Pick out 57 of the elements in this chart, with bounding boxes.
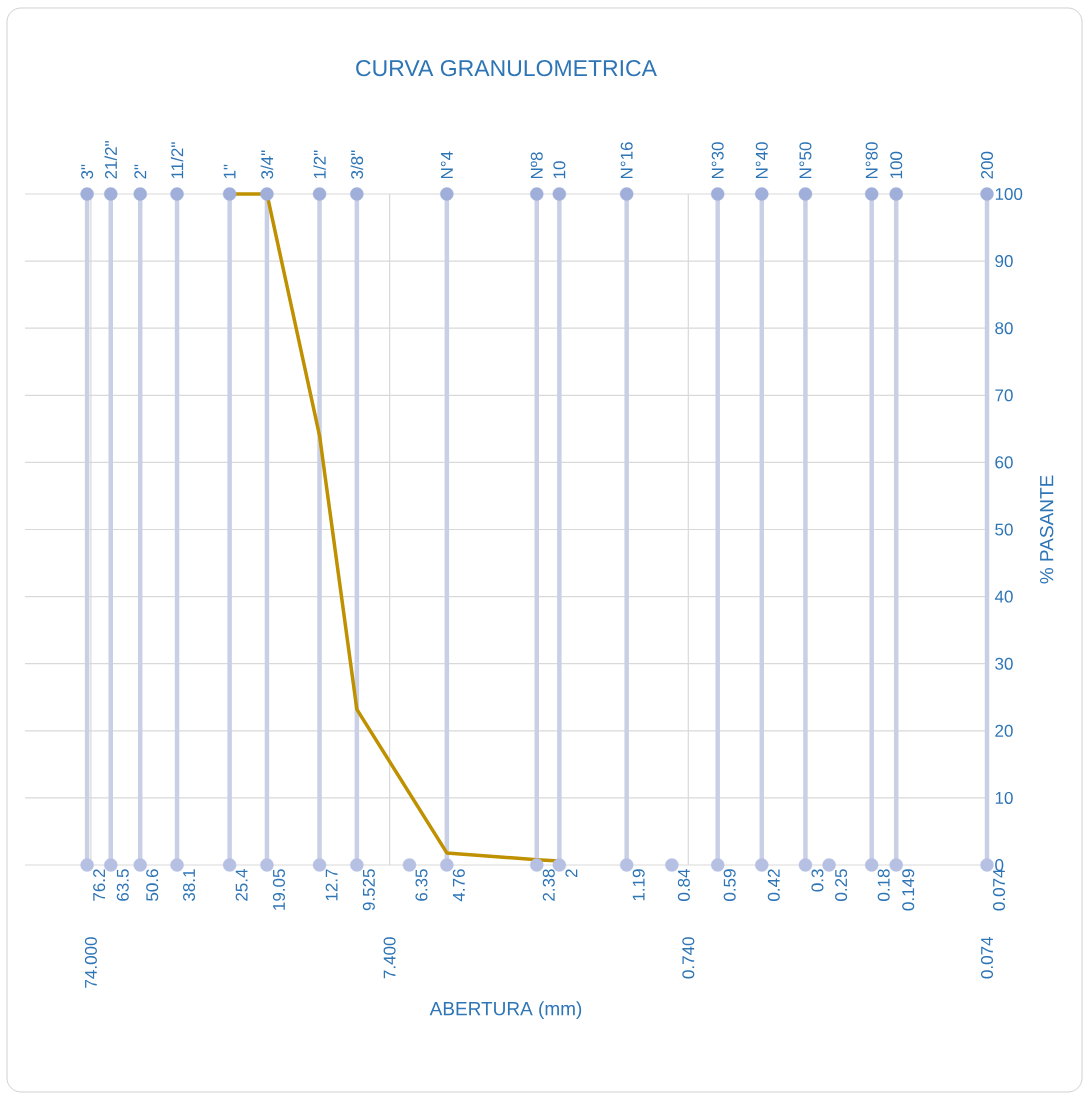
x-tick-label: 0.740 (682, 937, 695, 979)
annotation: 6.35 (415, 869, 428, 901)
annotation: 2 (565, 869, 578, 878)
annotation: 0.59 (723, 869, 736, 901)
annotation: 19.05 (272, 869, 285, 910)
annotation: 25.4 (235, 869, 248, 901)
annotation: 50.6 (146, 869, 159, 901)
annotation: N°30 (711, 142, 724, 179)
y-tick-label: 10 (995, 791, 1013, 804)
y-tick-label: 0 (995, 858, 1004, 872)
annotation: 0.149 (902, 869, 915, 911)
annotation: 2" (134, 164, 147, 179)
annotation: 0.42 (767, 869, 780, 901)
annotation: 0.84 (677, 869, 690, 901)
y-tick-label: 40 (994, 590, 1013, 603)
annotation: Nº8 (530, 152, 543, 179)
annotation: 100 (890, 151, 903, 179)
annotation: 11/2" (170, 142, 184, 179)
annotation: 0.25 (835, 869, 848, 901)
y-tick-label: 80 (995, 322, 1013, 335)
annotation: 2.38 (542, 869, 555, 901)
annotation: 0.3 (811, 869, 824, 892)
annotation: 3/4" (260, 150, 274, 179)
annotation: 12.7 (325, 869, 338, 901)
annotation: 38.1 (183, 869, 196, 901)
x-tick-label: 0.074 (980, 937, 994, 979)
y-tick-label: 20 (995, 724, 1013, 737)
annotation: 200 (980, 151, 994, 179)
annotation: 4.76 (452, 869, 465, 902)
annotation: N°80 (865, 142, 878, 179)
x-tick-label: 74.000 (84, 937, 97, 988)
annotation: N°40 (755, 142, 768, 179)
annotation: 1" (223, 164, 236, 179)
y-tick-label: 50 (995, 523, 1013, 536)
annotation: N°50 (799, 142, 812, 179)
annotation: 0.18 (877, 869, 890, 901)
y-tick-label: 70 (995, 389, 1013, 402)
y-axis-title: % PASANTE (1039, 475, 1054, 584)
annotation: 9.525 (362, 869, 375, 911)
x-tick-label: 7.400 (383, 937, 396, 979)
annotation: 1.19 (632, 869, 645, 901)
y-tick-label: 90 (995, 255, 1013, 268)
annotation: 3" (81, 164, 94, 179)
annotation: 63.5 (116, 869, 129, 901)
annotation: 21/2" (104, 141, 118, 179)
chart-title: CURVA GRANULOMETRICA (356, 59, 657, 77)
y-tick-label: 100 (995, 187, 1023, 201)
annotation: 3/8" (350, 150, 364, 179)
annotation: N°16 (620, 142, 633, 179)
annotation: 0.074 (992, 869, 1006, 911)
annotation: 76.2 (93, 869, 106, 901)
y-tick-label: 60 (995, 456, 1013, 469)
y-tick-label: 30 (995, 657, 1013, 670)
annotation: 1/2" (313, 150, 326, 179)
x-axis-title: ABERTURA (mm) (429, 1001, 582, 1020)
annotation: N°4 (440, 151, 453, 179)
annotation: 10 (553, 161, 566, 179)
